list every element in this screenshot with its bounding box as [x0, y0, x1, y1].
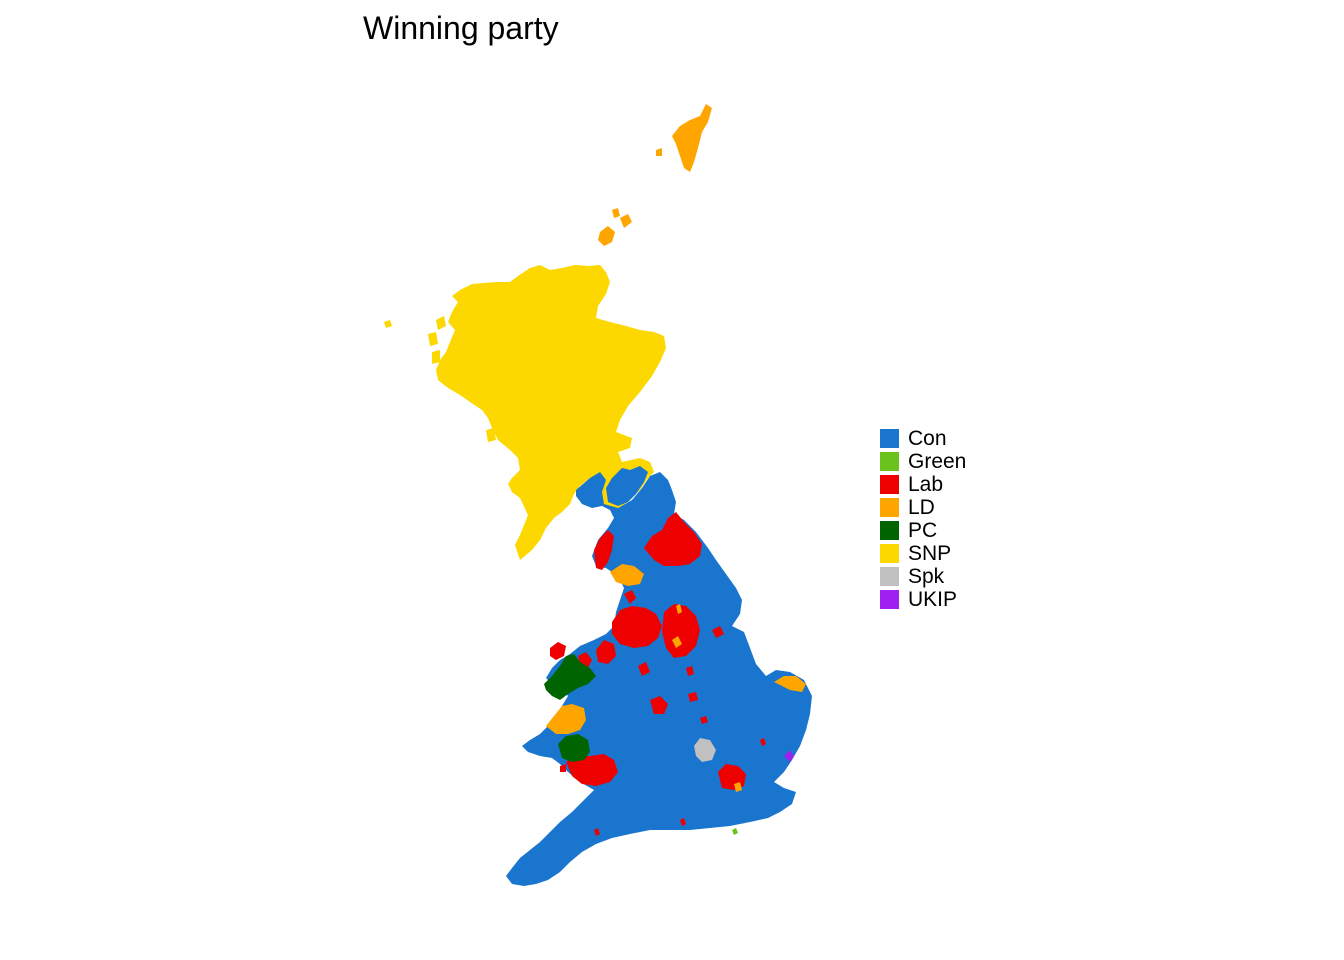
region-lancs-lab — [624, 590, 636, 604]
legend-swatch — [880, 452, 899, 471]
region-merseyside-lab — [596, 640, 616, 664]
legend-item-pc: PC — [880, 519, 966, 542]
region-yorkshire-lab — [662, 604, 700, 658]
legend-label: SNP — [908, 542, 952, 565]
region-leicester-lab — [688, 692, 708, 724]
legend-swatch — [880, 544, 899, 563]
region-brum-lab — [650, 696, 668, 714]
region-stoke-lab — [638, 662, 694, 676]
legend-item-green: Green — [880, 450, 966, 473]
legend-swatch — [880, 590, 899, 609]
legend: Con Green Lab LD PC SNP Spk UKIP — [880, 427, 966, 611]
legend-item-con: Con — [880, 427, 966, 450]
legend-label: LD — [908, 496, 935, 519]
region-scottish-borders-con — [606, 466, 648, 506]
legend-label: Lab — [908, 473, 944, 496]
region-brighton-green — [732, 828, 738, 835]
legend-label: UKIP — [908, 588, 958, 611]
legend-item-snp: SNP — [880, 542, 966, 565]
region-tyne-tees-lab — [644, 512, 702, 566]
legend-label: Con — [908, 427, 947, 450]
region-manchester-lab — [612, 606, 662, 648]
legend-label: Spk — [908, 565, 945, 588]
region-orkney — [598, 208, 632, 246]
legend-label: PC — [908, 519, 938, 542]
region-hull-lab — [712, 626, 724, 638]
region-norfolk-ld — [774, 676, 806, 692]
legend-swatch — [880, 429, 899, 448]
legend-swatch — [880, 498, 899, 517]
legend-item-ukip: UKIP — [880, 588, 966, 611]
legend-item-lab: Lab — [880, 473, 966, 496]
legend-swatch — [880, 475, 899, 494]
region-ceredigion-ld — [546, 704, 586, 734]
region-westmorland-ld — [610, 564, 644, 586]
map-title: Winning party — [363, 10, 559, 46]
region-cumbria-lab — [594, 530, 614, 570]
legend-item-ld: LD — [880, 496, 966, 519]
region-buckingham-spk — [694, 738, 716, 762]
region-clacton-ukip — [784, 750, 794, 762]
region-wales-south-lab — [566, 754, 618, 786]
region-shetland — [656, 104, 712, 172]
region-carmarthen-pc — [558, 734, 590, 762]
region-sheffield-ld — [672, 636, 682, 648]
legend-item-spk: Spk — [880, 565, 966, 588]
legend-swatch — [880, 521, 899, 540]
legend-label: Green — [908, 450, 967, 473]
legend-swatch — [880, 567, 899, 586]
region-scotland-islands — [384, 316, 510, 442]
region-gwynedd-pc — [544, 654, 596, 700]
region-anglesey-lab — [550, 642, 566, 660]
